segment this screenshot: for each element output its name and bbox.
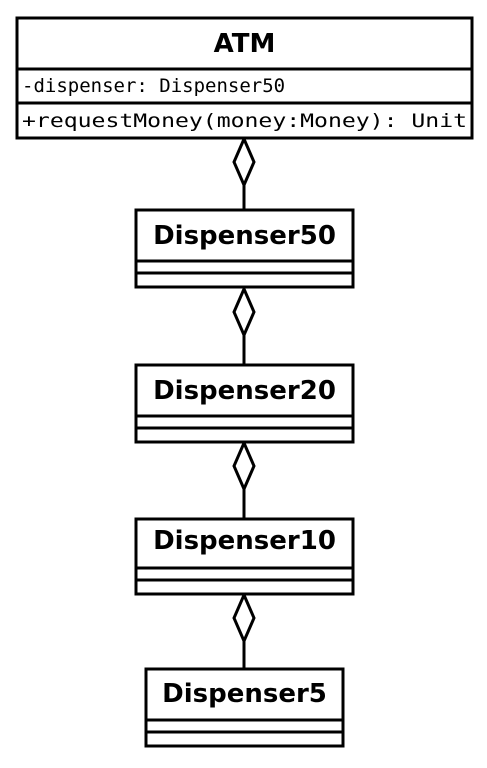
class-atm: ATM -dispenser: Dispenser50 +requestMone… bbox=[15, 16, 474, 140]
class-name: Dispenser20 bbox=[153, 376, 336, 406]
aggregation-diamond-icon bbox=[232, 591, 256, 645]
aggregation-diamond-icon bbox=[232, 285, 256, 339]
class-operation: +requestMoney(money:Money): Unit bbox=[22, 110, 467, 132]
class-dispenser10: Dispenser10 bbox=[134, 517, 355, 596]
aggregation-diamond-icon bbox=[232, 135, 256, 189]
aggregation-diamond-icon bbox=[232, 439, 256, 493]
class-name: Dispenser50 bbox=[153, 221, 336, 251]
class-name: Dispenser5 bbox=[162, 679, 327, 709]
aggregation-atm-dispenser50 bbox=[232, 135, 256, 210]
aggregation-dispenser20-dispenser10 bbox=[232, 439, 256, 519]
class-name: Dispenser10 bbox=[153, 526, 336, 556]
class-name: ATM bbox=[214, 29, 276, 59]
aggregation-dispenser10-dispenser5 bbox=[232, 591, 256, 669]
class-attribute: -dispenser: Dispenser50 bbox=[22, 75, 285, 97]
class-dispenser5: Dispenser5 bbox=[144, 667, 345, 748]
class-dispenser50: Dispenser50 bbox=[134, 208, 355, 289]
class-dispenser20: Dispenser20 bbox=[134, 363, 355, 444]
aggregation-dispenser50-dispenser20 bbox=[232, 285, 256, 365]
